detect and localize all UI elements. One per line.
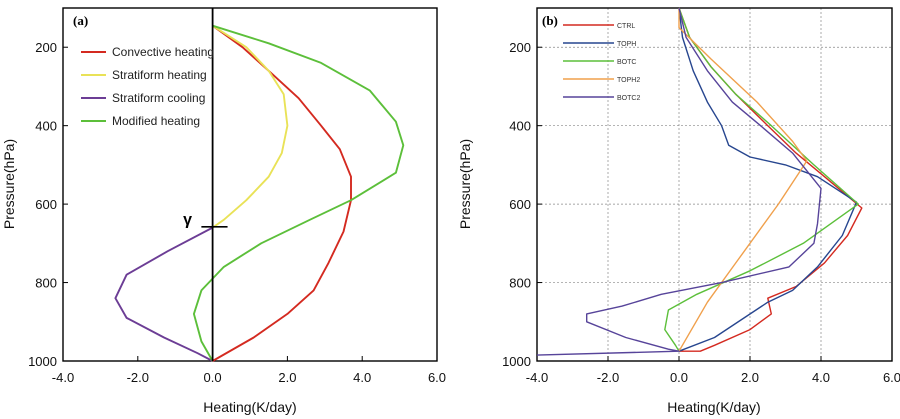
panel-a-gamma-annotation: γ [183,212,192,229]
panel-a-series-convective-heating [212,24,352,362]
panel-a-xlabel: Heating(K/day) [203,399,296,415]
panel-b-series [536,7,863,356]
panel-b-xtick-label-2: 0.0 [670,370,688,385]
panel-b-xtick-label-1: -2.0 [597,370,619,385]
panel-b-series-toph [678,7,858,352]
panel-a-ytick-label-3: 800 [35,276,57,291]
panel-a-xtick-label-0: -4.0 [52,370,74,385]
panel-b-ticks: -4.0 -2.0 0.0 2.0 4.0 6.0 200 400 600 800 1000 [502,40,900,385]
panel-b-series-botc [664,7,859,352]
panel-a-ytick-label-1: 400 [35,119,57,134]
panel-a-xtick-label-1: -2.0 [127,370,149,385]
panel-a-ylabel: Pressure(hPa) [1,139,17,229]
panel-a-series-stratiform-cooling [114,226,214,362]
panel-a-series-stratiform-heating [212,24,289,229]
panel-b-ylabel: Pressure(hPa) [457,139,473,229]
legend-b-label-ctrl: CTRL [617,23,635,30]
panel-b-label: (b) [542,13,558,28]
panel-b-series-toph2 [678,8,808,352]
panel-a-legend: Convective heating Stratiform heating St… [81,45,214,128]
legend-b-label-toph2: TOPH2 [617,77,640,84]
panel-b-series-botc2 [536,7,822,356]
legend-b-label-toph: TOPH [617,41,636,48]
panel-a-xtick-label-3: 2.0 [278,370,296,385]
legend-a-label-stratiform-heating: Stratiform heating [112,68,207,82]
panel-b-ytick-label-3: 800 [509,276,531,291]
panel-b-xtick-label-4: 4.0 [812,370,830,385]
panel-b-grid [537,8,892,361]
panel-a-series [114,24,405,362]
panel-b-frame [536,7,893,362]
panel-a-ytick-label-0: 200 [35,40,57,55]
panel-a-label: (a) [73,13,88,28]
panel-b-xtick-label-5: 6.0 [883,370,900,385]
panel-a-ytick-label-2: 600 [35,197,57,212]
panel-a-ytick-label-4: 1000 [28,354,57,369]
panel-b-xtick-label-0: -4.0 [526,370,548,385]
panel-b-legend: CTRL TOPH BOTC TOPH2 BOTC2 [563,23,640,102]
legend-a-label-modified: Modified heating [112,114,200,128]
panel-b-ytick-label-1: 400 [509,119,531,134]
panel-a: -4.0 -2.0 0.0 2.0 4.0 6.0 200 400 600 800 1000 γ (… [1,7,446,415]
legend-b-label-botc: BOTC [617,59,636,66]
panel-a-xtick-label-4: 4.0 [353,370,371,385]
legend-a-label-convective: Convective heating [112,45,214,59]
panel-a-xtick-label-5: 6.0 [428,370,446,385]
panel-b-ytick-label-0: 200 [509,40,531,55]
panel-a-xtick-label-2: 0.0 [204,370,222,385]
panel-a-frame [62,7,438,362]
panel-b-xlabel: Heating(K/day) [667,399,760,415]
panel-a-ticks: -4.0 -2.0 0.0 2.0 4.0 6.0 200 400 600 800 1000 [28,40,446,385]
panel-b: -4.0 -2.0 0.0 2.0 4.0 6.0 200 400 600 800 1000 (b)… [457,7,900,415]
panel-a-series-modified-heating [192,24,405,362]
legend-a-label-stratiform-cooling: Stratiform cooling [112,91,205,105]
panel-b-xtick-label-3: 2.0 [741,370,759,385]
panel-b-ytick-label-2: 600 [509,197,531,212]
panel-b-ytick-label-4: 1000 [502,354,531,369]
legend-b-label-botc2: BOTC2 [617,95,640,102]
